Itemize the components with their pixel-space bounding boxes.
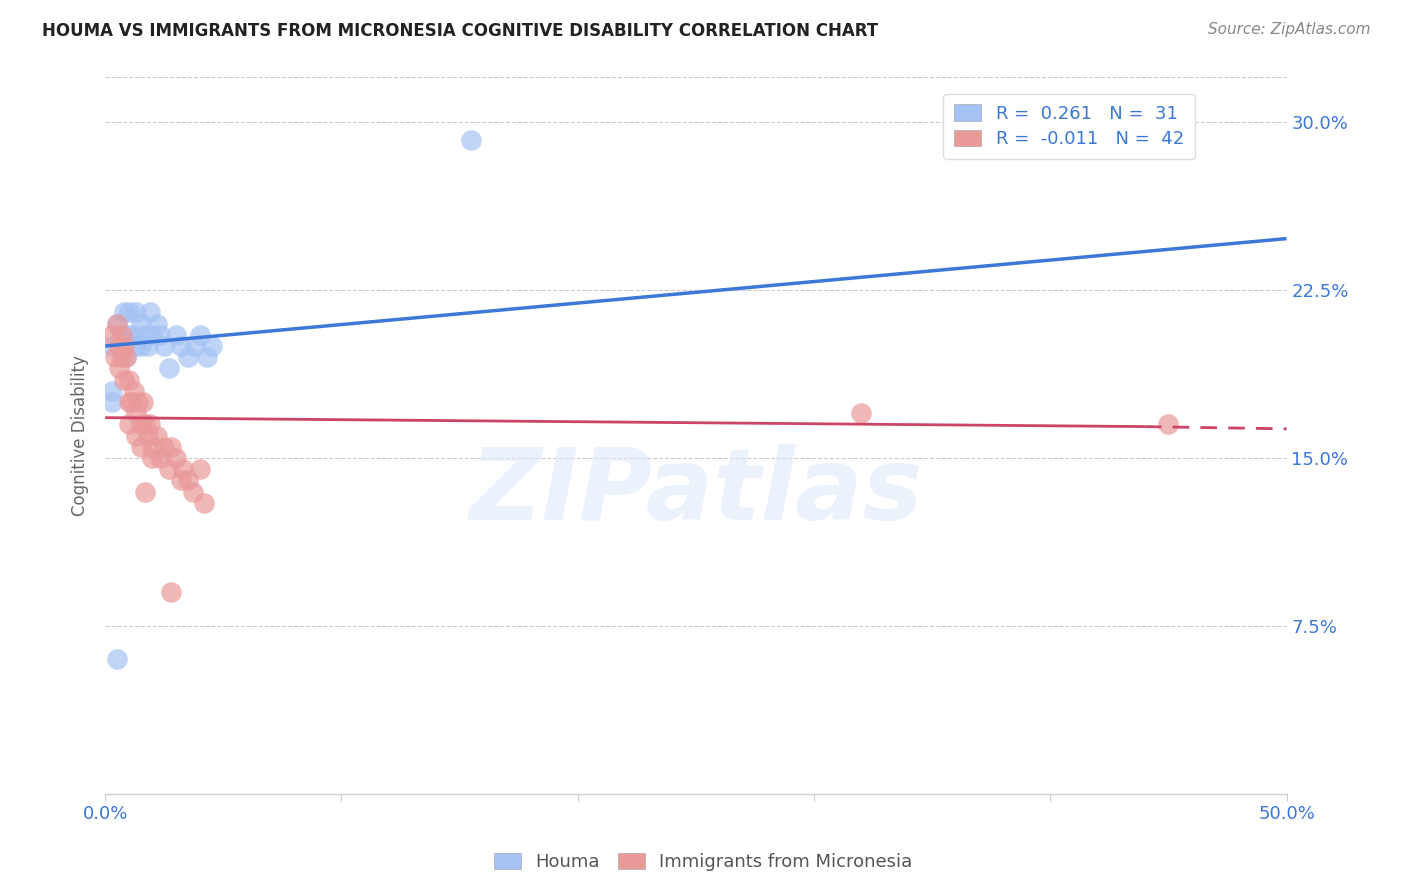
Legend: Houma, Immigrants from Micronesia: Houma, Immigrants from Micronesia [486,846,920,879]
Point [105,652,128,666]
Point [118,395,141,409]
Point [157,462,180,476]
Point [172,462,194,476]
Point [153,440,176,454]
Point [112,305,135,319]
Point [170,473,193,487]
Point [188,462,211,476]
Point [188,327,211,342]
Point [111,327,134,342]
Point [165,327,187,342]
Point [125,305,148,319]
Point [141,440,163,454]
Point [101,339,124,353]
Point [148,327,170,342]
Point [101,395,124,409]
Point [136,339,159,353]
Point [129,339,152,353]
Point [148,450,170,465]
Point [111,327,134,342]
Point [118,373,141,387]
Point [108,361,131,376]
Point [115,350,138,364]
Point [160,585,183,599]
Y-axis label: Cognitive Disability: Cognitive Disability [72,355,89,516]
Point [177,350,200,364]
Point [118,327,141,342]
Point [129,417,152,432]
Point [157,361,180,376]
Point [112,339,135,353]
Point [120,395,142,409]
Point [136,428,159,442]
Point [118,417,141,432]
Point [134,484,156,499]
Text: Source: ZipAtlas.com: Source: ZipAtlas.com [1208,22,1371,37]
Point [139,417,162,432]
Point [141,450,163,465]
Point [101,384,124,398]
Point [111,350,134,364]
Point [181,484,204,499]
Point [139,305,162,319]
Point [160,440,183,454]
Point [101,327,124,342]
Point [122,384,145,398]
Point [105,317,128,331]
Point [129,317,152,331]
Point [118,305,141,319]
Point [129,440,152,454]
Point [132,395,155,409]
Point [165,450,187,465]
Legend: R =  0.261   N =  31, R =  -0.011   N =  42: R = 0.261 N = 31, R = -0.011 N = 42 [943,94,1195,159]
Point [125,406,148,420]
Point [195,350,218,364]
Point [115,350,138,364]
Point [200,339,222,353]
Point [177,473,200,487]
Point [125,339,148,353]
Point [153,339,176,353]
Point [193,496,215,510]
Text: HOUMA VS IMMIGRANTS FROM MICRONESIA COGNITIVE DISABILITY CORRELATION CHART: HOUMA VS IMMIGRANTS FROM MICRONESIA COGN… [42,22,879,40]
Point [134,327,156,342]
Point [122,327,145,342]
Point [134,417,156,432]
Point [127,395,149,409]
Point [104,350,127,364]
Point [460,133,482,147]
Point [146,428,169,442]
Point [170,339,193,353]
Point [851,406,873,420]
Point [141,327,163,342]
Point [146,317,169,331]
Point [1157,417,1180,432]
Point [112,373,135,387]
Point [108,339,131,353]
Text: ZIPatlas: ZIPatlas [470,444,922,541]
Point [125,428,148,442]
Point [184,339,207,353]
Point [105,317,128,331]
